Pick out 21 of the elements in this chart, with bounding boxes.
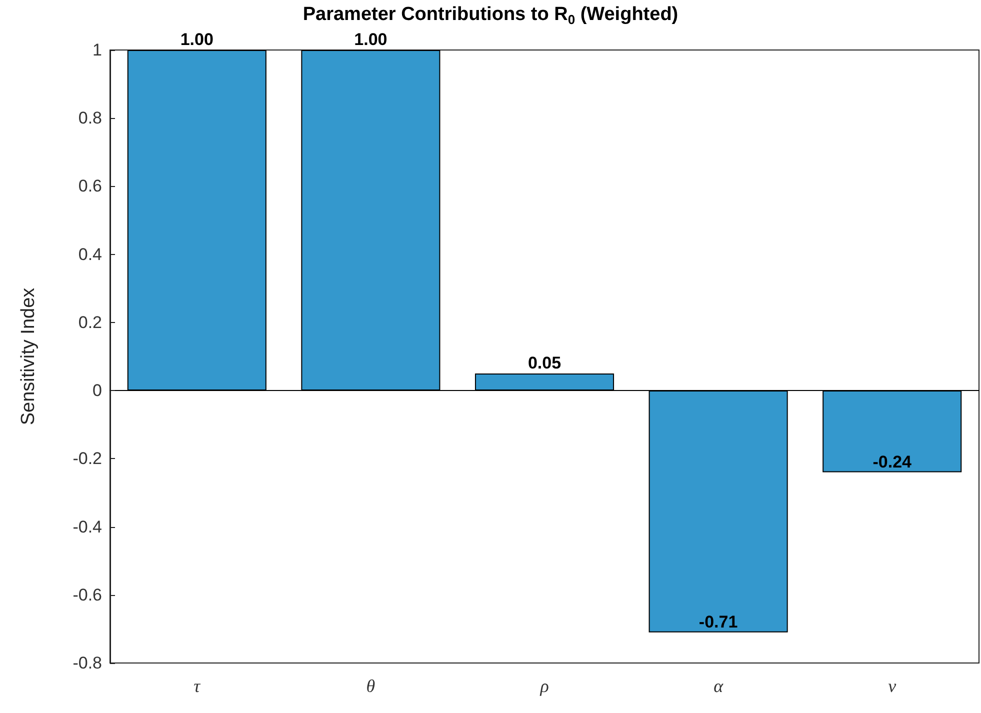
y-tick-label: -0.2 bbox=[72, 449, 102, 468]
y-tick-label: -0.4 bbox=[72, 517, 102, 536]
y-tick-label: 0 bbox=[92, 381, 102, 400]
x-tick-label: α bbox=[714, 676, 724, 696]
data-label: 0.05 bbox=[528, 354, 562, 373]
y-tick-label: -0.6 bbox=[72, 585, 102, 604]
data-label: -0.24 bbox=[872, 452, 912, 472]
y-tick-label: 0.8 bbox=[78, 108, 102, 128]
y-axis-title: Sensitivity Index bbox=[18, 287, 39, 426]
data-label: 1.00 bbox=[180, 30, 214, 49]
data-label: -0.71 bbox=[698, 612, 738, 632]
y-tick-label: 1 bbox=[92, 40, 102, 60]
y-tick-label: -0.8 bbox=[72, 654, 102, 672]
x-tick-label: τ bbox=[194, 676, 201, 696]
x-tick-label: θ bbox=[366, 676, 376, 696]
y-tick-label: 0.2 bbox=[78, 312, 102, 332]
y-tick-label: 0.6 bbox=[78, 176, 102, 196]
x-tick-label: ν bbox=[888, 676, 896, 696]
x-tick-label: ρ bbox=[539, 676, 550, 696]
data-label: 1.00 bbox=[354, 30, 388, 49]
y-tick-label: 0.4 bbox=[78, 244, 102, 264]
